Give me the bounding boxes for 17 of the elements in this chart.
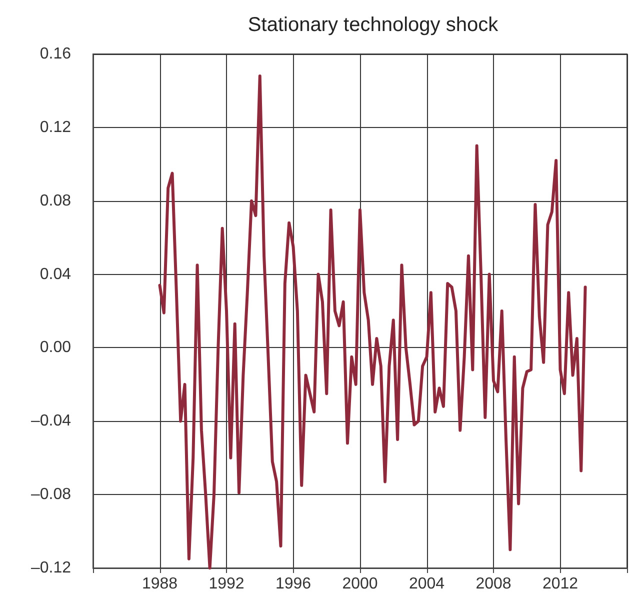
y-tick-label: 0.04 [40,266,72,283]
y-tick-label: –0.08 [30,486,72,504]
y-tick-label: 0.00 [40,339,72,356]
y-tick-label: –0.04 [30,412,72,430]
chart-title: Stationary technology shock [248,14,500,36]
y-tick-label: –0.12 [30,560,72,576]
y-tick-label: 0.12 [40,118,72,136]
x-tick-label: 2012 [542,576,578,592]
x-tick-label: 2000 [342,576,378,592]
y-tick-label: 0.08 [40,192,72,210]
line-series [158,74,587,570]
x-tick-label: 1992 [208,576,244,592]
x-tick-label: 1988 [142,576,178,592]
x-tick-label: 1996 [275,576,312,592]
x-tick-label: 2004 [408,576,445,592]
x-tick-label: 2008 [476,576,512,592]
y-tick-label: 0.16 [40,46,72,62]
